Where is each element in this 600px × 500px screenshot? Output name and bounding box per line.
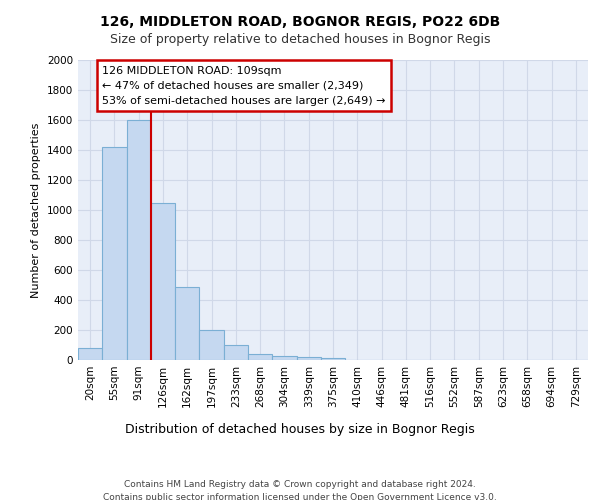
Bar	[78, 348, 102, 360]
Bar	[175, 286, 199, 360]
Bar	[272, 356, 296, 360]
Text: Contains HM Land Registry data © Crown copyright and database right 2024.
Contai: Contains HM Land Registry data © Crown c…	[103, 480, 497, 500]
Text: Distribution of detached houses by size in Bognor Regis: Distribution of detached houses by size …	[125, 422, 475, 436]
Bar	[224, 345, 248, 360]
Bar	[321, 358, 345, 360]
Bar	[199, 330, 224, 360]
Text: Size of property relative to detached houses in Bognor Regis: Size of property relative to detached ho…	[110, 32, 490, 46]
Text: 126, MIDDLETON ROAD, BOGNOR REGIS, PO22 6DB: 126, MIDDLETON ROAD, BOGNOR REGIS, PO22 …	[100, 15, 500, 29]
Bar	[127, 120, 151, 360]
Bar	[248, 354, 272, 360]
Bar	[151, 202, 175, 360]
Y-axis label: Number of detached properties: Number of detached properties	[31, 122, 41, 298]
Bar	[102, 147, 127, 360]
Text: 126 MIDDLETON ROAD: 109sqm
← 47% of detached houses are smaller (2,349)
53% of s: 126 MIDDLETON ROAD: 109sqm ← 47% of deta…	[102, 66, 386, 106]
Bar	[296, 357, 321, 360]
